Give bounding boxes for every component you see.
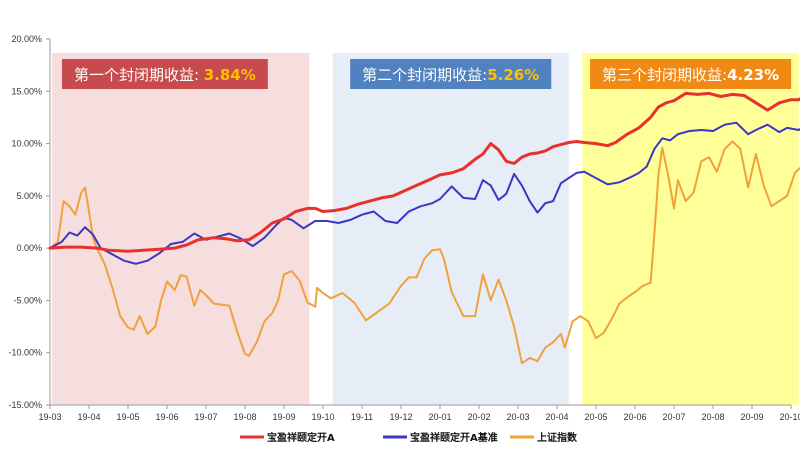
x-tick-label: 19-11 [351, 412, 373, 422]
badge-value: 5.26% [487, 66, 539, 84]
badge-label: 第二个封闭期收益: [362, 66, 487, 84]
period-badge-3: 第三个封闭期收益:4.23% [590, 59, 792, 89]
badge-background [590, 59, 792, 89]
legend-label: 上证指数 [537, 431, 578, 444]
badge-value: 4.23% [727, 66, 779, 84]
series-line-3 [49, 140, 800, 365]
badge-value: 3.84% [204, 66, 256, 84]
x-tick-label: 20-03 [506, 412, 529, 422]
badge-label: 第一个封闭期收益: [74, 66, 204, 84]
x-tick-label: 20-07 [662, 412, 685, 422]
badge-background [350, 59, 552, 89]
x-tick-label: 19-03 [38, 412, 61, 422]
badge-background [61, 59, 268, 89]
badge-text: 第三个封闭期收益:4.23% [602, 66, 779, 84]
y-tick-label: -15.00% [8, 400, 42, 410]
x-tick-label: 20-01 [428, 412, 451, 422]
series-lines [48, 91, 800, 365]
legend: 宝盈祥颐定开A 宝盈祥颐定开A基准 上证指数 [240, 431, 578, 444]
y-tick-label: -10.00% [8, 348, 42, 358]
x-tick-label: 20-02 [467, 412, 490, 422]
axes: 20.00% 15.00% 10.00% 5.00% 0.00% -5.00% -10.00… [8, 34, 800, 422]
x-tick-label: 19-04 [77, 412, 100, 422]
x-tick-label: 19-09 [272, 412, 295, 422]
period-band-2 [332, 53, 569, 405]
x-tick-label: 19-12 [389, 412, 412, 422]
x-tick-label: 19-07 [194, 412, 217, 422]
x-tick-label: 20-05 [584, 412, 607, 422]
period-badge-1: 第一个封闭期收益: 3.84% [61, 59, 268, 89]
x-tick-label: 19-05 [116, 412, 139, 422]
period-badges: 第一个封闭期收益: 3.84% 第二个封闭期收益:5.26% 第三个封闭期收益:4.… [61, 59, 792, 89]
badge-label: 第三个封闭期收益: [602, 66, 727, 84]
x-tick-label: 20-08 [701, 412, 724, 422]
y-tick-label: 0.00% [16, 243, 42, 253]
x-tick-label: 19-08 [233, 412, 256, 422]
legend-item-1: 宝盈祥颐定开A [240, 431, 335, 444]
y-tick-label: 5.00% [16, 191, 42, 201]
x-tick-label: 19-10 [311, 412, 334, 422]
legend-label: 宝盈祥颐定开A [267, 431, 335, 444]
x-tick-label: 20-09 [740, 412, 763, 422]
series-line-1 [48, 91, 800, 253]
x-tick-label: 19-06 [155, 412, 178, 422]
x-tick-label: 20-10 [779, 412, 800, 422]
series-line-2 [49, 121, 800, 265]
period-bands [51, 53, 799, 405]
x-tick-label: 20-04 [545, 412, 568, 422]
y-tick-label: 10.00% [11, 139, 42, 149]
x-tick-label: 20-06 [623, 412, 646, 422]
period-badge-2: 第二个封闭期收益:5.26% [350, 59, 552, 89]
y-tick-label: 20.00% [11, 34, 42, 44]
period-band-1 [51, 53, 310, 405]
legend-item-3: 上证指数 [510, 431, 578, 444]
badge-text: 第二个封闭期收益:5.26% [362, 66, 539, 84]
legend-label: 宝盈祥颐定开A基准 [410, 431, 498, 444]
period-band-3 [582, 53, 799, 405]
y-tick-label: -5.00% [13, 295, 42, 305]
y-tick-label: 15.00% [11, 86, 42, 96]
badge-text: 第一个封闭期收益: 3.84% [74, 66, 256, 84]
legend-item-2: 宝盈祥颐定开A基准 [383, 431, 498, 444]
